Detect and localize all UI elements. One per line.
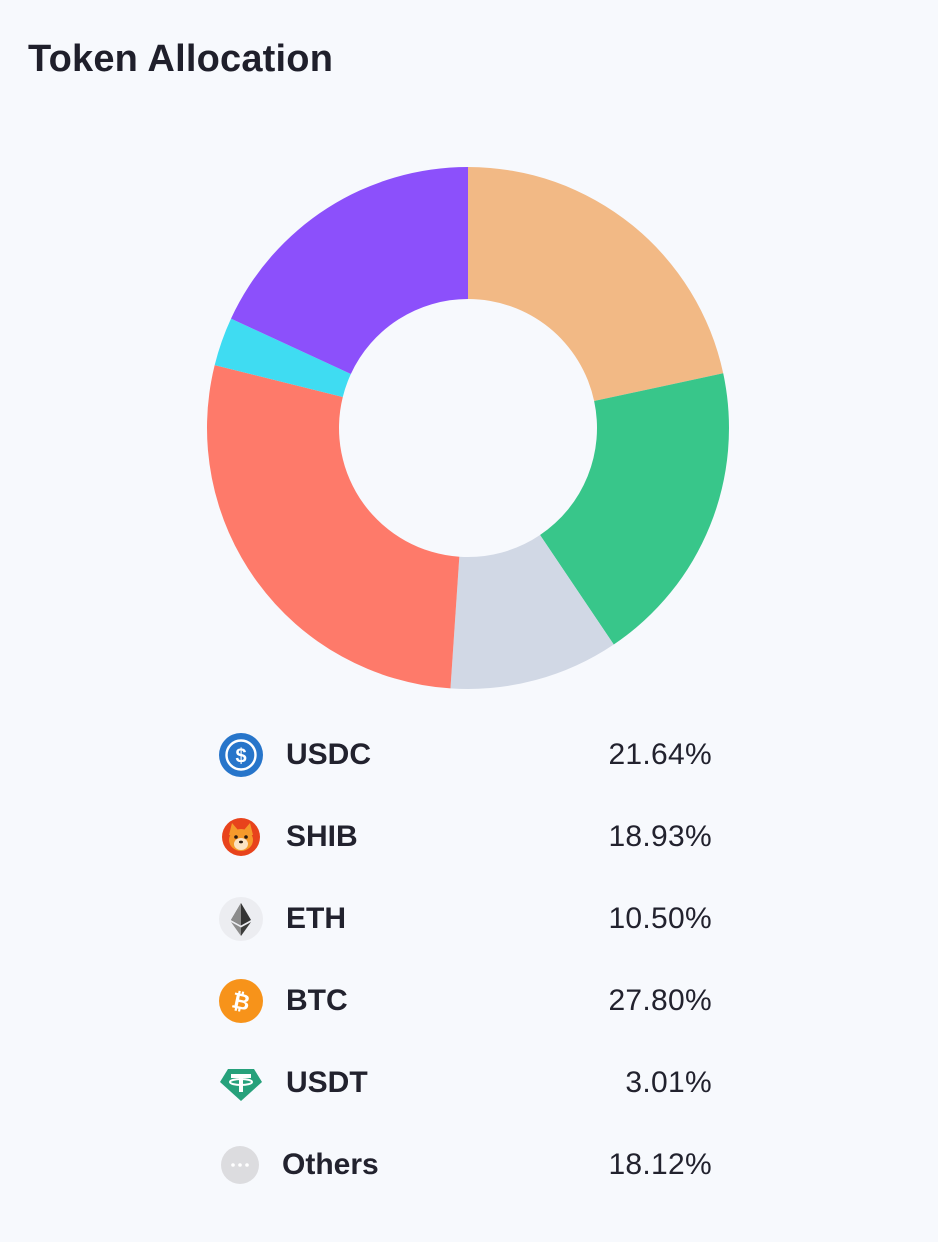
legend-item-percent: 18.12% [608, 1148, 712, 1181]
legend-item-percent: 18.93% [608, 820, 712, 853]
legend-item-name: BTC [286, 984, 348, 1017]
shib-icon [218, 814, 264, 860]
donut-slice-usdt[interactable] [214, 318, 351, 397]
legend-item-name: ETH [286, 902, 346, 935]
donut-slice-others[interactable] [231, 167, 468, 374]
eth-icon [218, 896, 264, 942]
usdc-icon: $ [218, 732, 264, 778]
svg-text:₿: ₿ [229, 988, 252, 1016]
svg-text:$: $ [235, 746, 246, 768]
donut-slice-shib[interactable] [540, 373, 729, 645]
donut-chart [202, 162, 734, 694]
token-legend: $ USDC 21.64% SHIB 18.93% [218, 714, 712, 1206]
legend-item-name: SHIB [286, 820, 358, 853]
legend-item-name: USDC [286, 738, 372, 771]
legend-item-percent: 10.50% [608, 902, 712, 935]
usdt-icon [218, 1060, 264, 1106]
donut-chart-svg [207, 167, 729, 689]
legend-item-percent: 27.80% [608, 984, 712, 1017]
legend-item-usdc[interactable]: $ USDC 21.64% [218, 714, 712, 796]
donut-slice-btc[interactable] [207, 365, 460, 689]
legend-item-name: USDT [286, 1066, 368, 1099]
more-dots-icon [218, 1142, 264, 1188]
legend-item-others[interactable]: Others 18.12% [218, 1124, 712, 1206]
btc-icon: ₿ [218, 978, 264, 1024]
legend-item-name: Others [282, 1148, 379, 1181]
legend-item-usdt[interactable]: USDT 3.01% [218, 1042, 712, 1124]
legend-item-eth[interactable]: ETH 10.50% [218, 878, 712, 960]
donut-slice-usdc[interactable] [468, 167, 724, 401]
donut-slice-eth[interactable] [450, 535, 614, 689]
page-title: Token Allocation [28, 38, 334, 80]
legend-item-shib[interactable]: SHIB 18.93% [218, 796, 712, 878]
legend-item-btc[interactable]: ₿ BTC 27.80% [218, 960, 712, 1042]
legend-item-percent: 21.64% [608, 738, 712, 771]
legend-item-percent: 3.01% [625, 1066, 712, 1099]
